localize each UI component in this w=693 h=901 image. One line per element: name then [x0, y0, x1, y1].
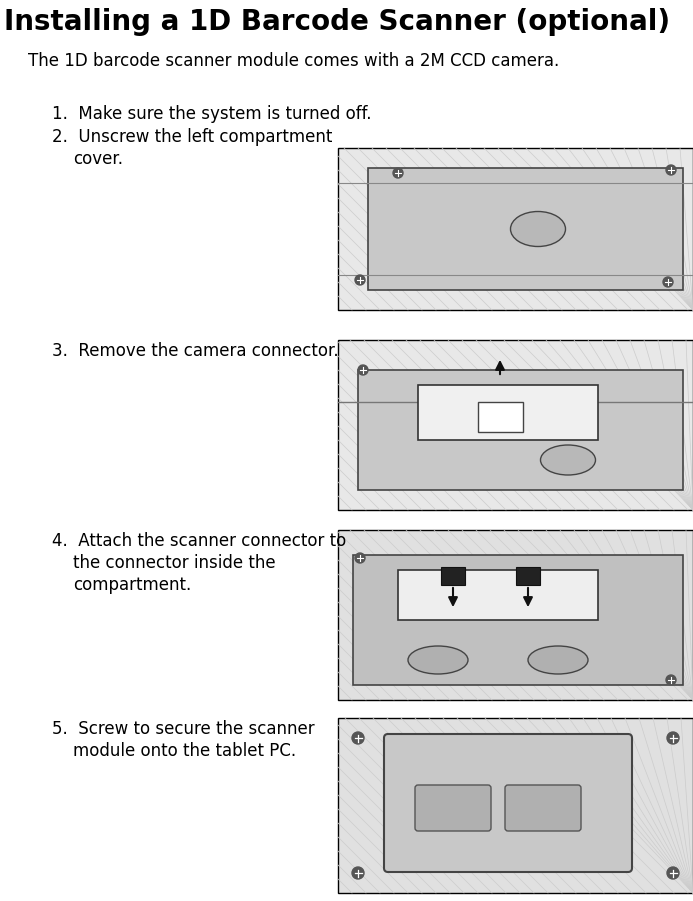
Bar — [338, 340, 693, 510]
Bar — [398, 570, 598, 620]
Circle shape — [666, 675, 676, 685]
Text: 3.  Remove the camera connector.: 3. Remove the camera connector. — [52, 342, 339, 360]
Ellipse shape — [528, 646, 588, 674]
Text: Installing a 1D Barcode Scanner (optional): Installing a 1D Barcode Scanner (optiona… — [4, 8, 670, 36]
Circle shape — [358, 365, 368, 375]
Circle shape — [666, 165, 676, 175]
Circle shape — [667, 732, 679, 744]
Text: The 1D barcode scanner module comes with a 2M CCD camera.: The 1D barcode scanner module comes with… — [28, 52, 559, 70]
Circle shape — [663, 277, 673, 287]
Text: 5.  Screw to secure the scanner: 5. Screw to secure the scanner — [52, 720, 315, 738]
Circle shape — [352, 732, 364, 744]
Polygon shape — [368, 168, 683, 290]
Polygon shape — [358, 370, 683, 490]
Text: 2.  Unscrew the left compartment: 2. Unscrew the left compartment — [52, 128, 333, 146]
Bar — [516, 567, 540, 585]
FancyBboxPatch shape — [505, 785, 581, 831]
Circle shape — [355, 275, 365, 285]
Text: cover.: cover. — [73, 150, 123, 168]
Circle shape — [393, 168, 403, 178]
Text: the connector inside the: the connector inside the — [73, 554, 276, 572]
Bar — [338, 148, 693, 310]
FancyBboxPatch shape — [384, 734, 632, 872]
Text: module onto the tablet PC.: module onto the tablet PC. — [73, 742, 296, 760]
Text: 1.  Make sure the system is turned off.: 1. Make sure the system is turned off. — [52, 105, 371, 123]
Polygon shape — [353, 555, 683, 685]
Bar — [338, 530, 693, 700]
Bar — [441, 567, 465, 585]
Bar — [478, 402, 523, 432]
Text: 4.  Attach the scanner connector to: 4. Attach the scanner connector to — [52, 532, 346, 550]
Ellipse shape — [511, 212, 565, 247]
Circle shape — [352, 867, 364, 879]
Bar — [418, 385, 598, 440]
Ellipse shape — [408, 646, 468, 674]
FancyBboxPatch shape — [415, 785, 491, 831]
Circle shape — [667, 867, 679, 879]
Ellipse shape — [541, 445, 595, 475]
Circle shape — [355, 553, 365, 563]
Bar — [338, 718, 693, 893]
Text: compartment.: compartment. — [73, 576, 191, 594]
